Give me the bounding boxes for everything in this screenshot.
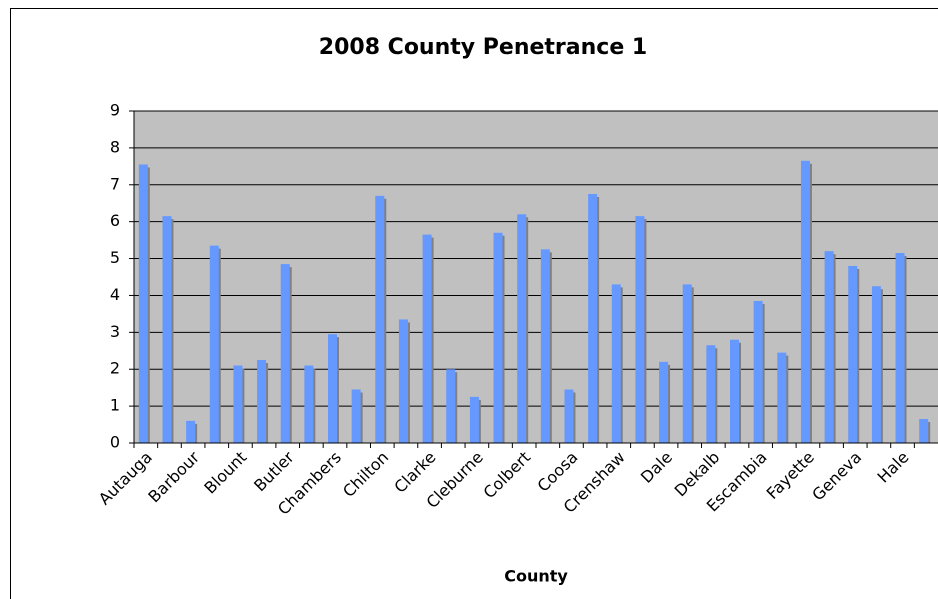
x-axis-label: County xyxy=(504,567,568,586)
bar xyxy=(328,334,337,443)
chart-frame xyxy=(10,8,938,599)
bar xyxy=(588,194,598,443)
bar xyxy=(682,284,692,443)
bar xyxy=(777,352,787,443)
bar xyxy=(800,160,810,444)
bar xyxy=(895,253,905,443)
y-tick-label: 2 xyxy=(110,359,120,378)
plot-area xyxy=(134,111,938,443)
bar xyxy=(186,420,196,443)
y-tick-label: 4 xyxy=(110,285,120,304)
bar xyxy=(304,365,314,443)
bar xyxy=(493,232,503,443)
y-tick-label: 1 xyxy=(110,396,120,415)
bar xyxy=(446,369,456,443)
bar xyxy=(257,360,267,443)
bar xyxy=(398,319,408,443)
bar xyxy=(517,214,527,443)
bar xyxy=(351,389,361,443)
bar xyxy=(564,389,574,443)
bar xyxy=(730,339,739,443)
bar xyxy=(611,284,621,443)
bar xyxy=(233,365,243,443)
bar xyxy=(919,419,929,443)
y-tick-label: 9 xyxy=(110,101,120,120)
bar xyxy=(540,249,550,443)
bar xyxy=(848,265,858,443)
y-tick-label: 0 xyxy=(110,433,120,452)
bar xyxy=(162,216,172,443)
bar xyxy=(753,300,763,443)
bar xyxy=(635,216,645,443)
y-tick-label: 5 xyxy=(110,248,120,267)
y-tick-label: 6 xyxy=(110,211,120,230)
bar xyxy=(422,234,432,443)
chart-title: 2008 County Penetrance 1 xyxy=(319,35,647,60)
y-tick-label: 7 xyxy=(110,174,120,193)
bar xyxy=(824,251,834,443)
bar xyxy=(280,264,290,443)
bar xyxy=(375,195,385,443)
bar xyxy=(138,164,148,443)
y-tick-label: 3 xyxy=(110,322,120,341)
bar xyxy=(209,245,219,443)
bar xyxy=(659,361,669,443)
bar xyxy=(706,345,716,443)
y-tick-label: 8 xyxy=(110,137,120,156)
bar xyxy=(469,396,479,443)
bar xyxy=(871,286,881,443)
